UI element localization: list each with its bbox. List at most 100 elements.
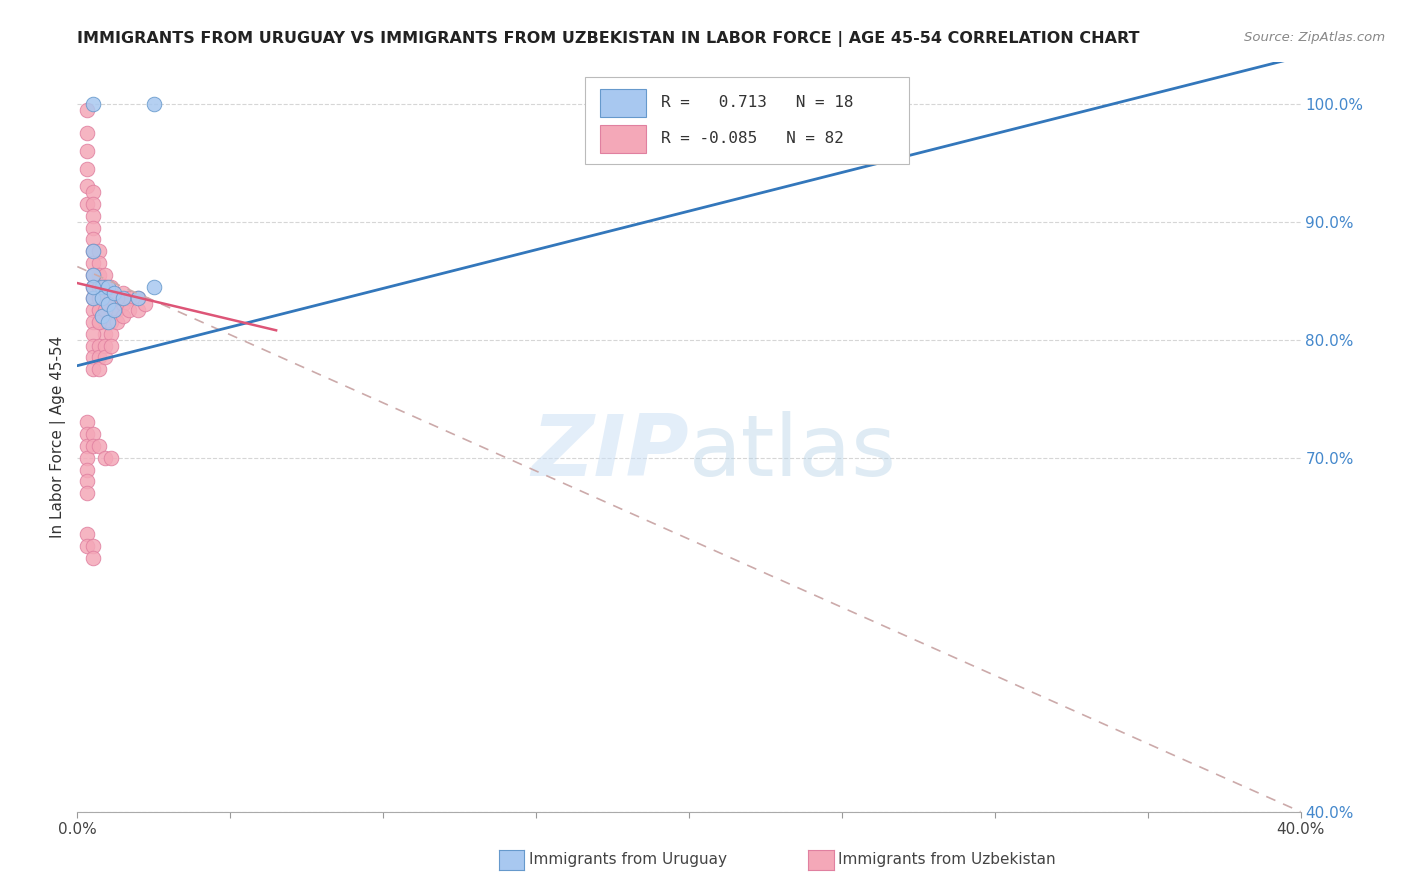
Point bbox=[94, 351, 117, 365]
Point bbox=[82, 551, 104, 566]
Text: atlas: atlas bbox=[689, 410, 897, 493]
Point bbox=[87, 362, 110, 376]
Point bbox=[76, 144, 98, 158]
Point bbox=[87, 244, 110, 259]
Point bbox=[87, 268, 110, 282]
Point bbox=[82, 351, 104, 365]
Point bbox=[76, 179, 98, 194]
Point bbox=[94, 315, 117, 329]
Point bbox=[82, 303, 104, 318]
Point bbox=[82, 427, 104, 442]
Point bbox=[90, 279, 112, 293]
Point bbox=[82, 244, 104, 259]
Point bbox=[82, 268, 104, 282]
Point bbox=[82, 209, 104, 223]
Y-axis label: In Labor Force | Age 45-54: In Labor Force | Age 45-54 bbox=[51, 336, 66, 538]
Point bbox=[97, 315, 120, 329]
Point bbox=[82, 292, 104, 306]
Point bbox=[82, 256, 104, 270]
Point bbox=[76, 450, 98, 465]
Point bbox=[105, 303, 128, 318]
Point bbox=[76, 527, 98, 541]
Point bbox=[76, 462, 98, 476]
Point bbox=[105, 315, 128, 329]
Point bbox=[103, 285, 125, 300]
Point bbox=[82, 292, 104, 306]
Point bbox=[100, 338, 122, 352]
Point bbox=[94, 450, 117, 465]
Point bbox=[82, 338, 104, 352]
Point bbox=[105, 292, 128, 306]
Point bbox=[82, 244, 104, 259]
Point bbox=[87, 315, 110, 329]
Point bbox=[76, 486, 98, 500]
Point bbox=[134, 297, 156, 311]
Point bbox=[100, 303, 122, 318]
Point bbox=[90, 292, 112, 306]
Point bbox=[87, 351, 110, 365]
Point bbox=[94, 268, 117, 282]
Point bbox=[76, 161, 98, 176]
Point bbox=[82, 315, 104, 329]
Point bbox=[112, 292, 135, 306]
Point bbox=[94, 326, 117, 341]
Point bbox=[100, 292, 122, 306]
Point bbox=[127, 292, 149, 306]
Point bbox=[94, 338, 117, 352]
Point bbox=[94, 292, 117, 306]
Bar bbox=[599, 88, 647, 117]
Text: R = -0.085   N = 82: R = -0.085 N = 82 bbox=[661, 131, 844, 146]
Point bbox=[82, 232, 104, 246]
Point bbox=[76, 427, 98, 442]
Point bbox=[103, 303, 125, 318]
Point bbox=[94, 292, 117, 306]
Point bbox=[82, 279, 104, 293]
Point bbox=[82, 326, 104, 341]
Point bbox=[82, 362, 104, 376]
Point bbox=[142, 96, 165, 111]
Point bbox=[76, 539, 98, 553]
Point bbox=[76, 103, 98, 117]
Point bbox=[90, 309, 112, 323]
Point bbox=[82, 279, 104, 293]
Bar bbox=[599, 125, 647, 153]
Point bbox=[82, 539, 104, 553]
Point bbox=[94, 303, 117, 318]
Point bbox=[100, 315, 122, 329]
Point bbox=[87, 315, 110, 329]
Text: Immigrants from Uruguay: Immigrants from Uruguay bbox=[529, 853, 727, 867]
Point bbox=[112, 285, 135, 300]
Point bbox=[112, 309, 135, 323]
Point bbox=[82, 268, 104, 282]
Point bbox=[87, 439, 110, 453]
Point bbox=[82, 96, 104, 111]
Point bbox=[76, 415, 98, 429]
Point bbox=[97, 279, 120, 293]
Point bbox=[94, 279, 117, 293]
Point bbox=[82, 439, 104, 453]
Point bbox=[142, 279, 165, 293]
Point bbox=[87, 303, 110, 318]
Point bbox=[76, 126, 98, 140]
Text: Source: ZipAtlas.com: Source: ZipAtlas.com bbox=[1244, 31, 1385, 45]
Point bbox=[127, 292, 149, 306]
Point bbox=[112, 297, 135, 311]
Point bbox=[82, 220, 104, 235]
Point bbox=[100, 450, 122, 465]
Point bbox=[87, 338, 110, 352]
Point bbox=[97, 297, 120, 311]
Point bbox=[127, 303, 149, 318]
Point bbox=[87, 303, 110, 318]
Point bbox=[76, 197, 98, 211]
Point bbox=[82, 186, 104, 200]
Text: ZIP: ZIP bbox=[531, 410, 689, 493]
Point bbox=[100, 292, 122, 306]
Point bbox=[76, 475, 98, 489]
Point bbox=[82, 197, 104, 211]
Point bbox=[118, 292, 141, 306]
Point bbox=[118, 303, 141, 318]
Point bbox=[94, 303, 117, 318]
Point bbox=[87, 292, 110, 306]
Point bbox=[100, 326, 122, 341]
Point bbox=[87, 292, 110, 306]
